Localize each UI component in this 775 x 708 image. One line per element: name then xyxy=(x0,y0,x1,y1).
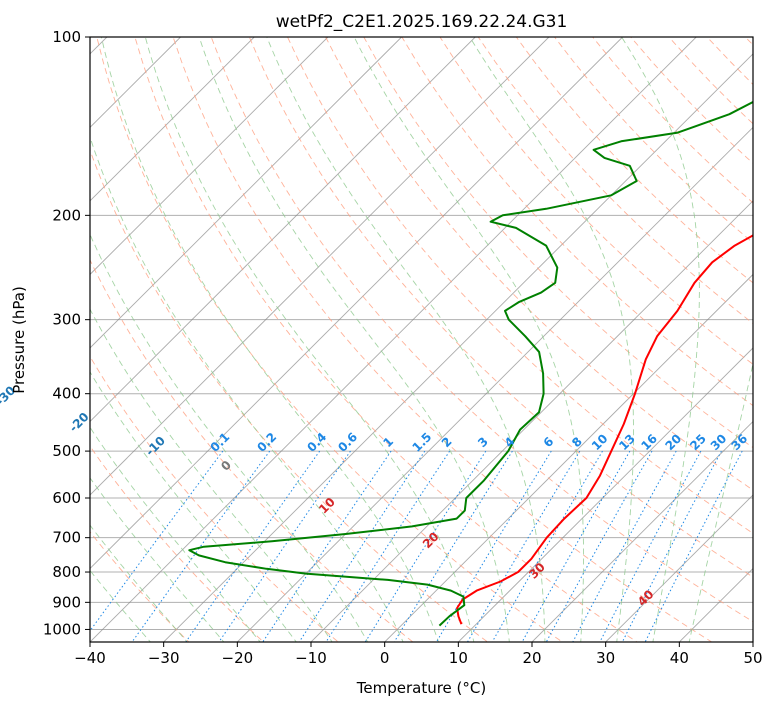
x-tick-label: −20 xyxy=(222,649,254,667)
isotherm-line xyxy=(384,273,753,642)
moist-adiabat-line xyxy=(353,37,584,642)
moist-adiabat-line xyxy=(266,37,546,642)
mixing-ratio-line xyxy=(491,450,603,642)
mixing-ratio-line xyxy=(185,450,321,642)
dry-adiabat-line xyxy=(287,37,753,534)
mixing-ratio-line xyxy=(393,450,513,642)
x-tick-label: 0 xyxy=(380,649,390,667)
dry-adiabat-line xyxy=(210,37,753,623)
mixing-ratio-line xyxy=(572,450,677,642)
moist-adiabat-line xyxy=(688,361,753,642)
mixing-ratio-line xyxy=(131,450,271,642)
dry-adiabat-line xyxy=(248,37,753,578)
moist-adiabat-line xyxy=(90,477,225,642)
isotherm-line xyxy=(90,37,623,570)
dry-adiabat-line xyxy=(172,37,713,642)
dewpoint-line xyxy=(188,100,753,627)
mixing-ratio-line xyxy=(364,450,487,642)
x-tick-label: 30 xyxy=(596,649,615,667)
y-axis-label: Pressure (hPa) xyxy=(10,286,28,394)
x-axis-label: Temperature (°C) xyxy=(356,679,486,697)
moist-adiabat-line xyxy=(469,37,634,642)
dry-adiabat-line xyxy=(90,445,265,642)
mixing-ratio-line xyxy=(298,450,426,642)
mixing-ratio-line xyxy=(466,450,581,642)
x-tick-label: 20 xyxy=(522,649,541,667)
mixing-ratio-line xyxy=(644,450,743,642)
mixing-ratio-line xyxy=(325,450,451,642)
isotherm-line xyxy=(90,37,476,423)
x-tick-label: −10 xyxy=(295,649,327,667)
y-tick-label: 200 xyxy=(52,206,81,224)
isotherm-line xyxy=(90,37,550,496)
dry-adiabat-line xyxy=(134,37,638,642)
moist-adiabat-line xyxy=(90,308,333,642)
isotherm-line xyxy=(458,347,753,642)
temperature-line xyxy=(456,234,753,625)
plot-frame xyxy=(89,36,754,643)
isotherm-line xyxy=(90,37,402,349)
moist-adiabat-line xyxy=(621,37,700,642)
y-tick-label: 800 xyxy=(52,563,81,581)
dry-adiabat-line xyxy=(90,258,414,642)
moist-adiabat-line xyxy=(90,426,261,642)
mixing-ratio-line xyxy=(262,450,392,642)
mixing-ratio-line xyxy=(621,450,722,642)
chart-title: wetPf2_C2E1.2025.169.22.24.G31 xyxy=(276,12,568,32)
x-tick-label: 50 xyxy=(743,649,762,667)
y-tick-label: 600 xyxy=(52,489,81,507)
x-axis-ticks: −40 −30 −20 −10 0 10 20 30 40 50 xyxy=(74,642,763,667)
y-tick-label: 1000 xyxy=(43,620,81,638)
isotherm-line xyxy=(90,37,697,642)
dry-adiabat-line xyxy=(96,37,564,642)
y-tick-label: 400 xyxy=(52,385,81,403)
dry-adiabat-line xyxy=(515,37,753,284)
dry-adiabat-line xyxy=(90,148,489,642)
x-tick-label: −30 xyxy=(148,649,180,667)
x-tick-label: 10 xyxy=(449,649,468,667)
isotherm-line xyxy=(90,37,329,276)
isotherm-line xyxy=(605,494,753,642)
isotherm-line xyxy=(531,420,753,642)
x-tick-label: −40 xyxy=(74,649,106,667)
y-axis-ticks: 100 200 300 400 500 600 700 800 900 1000 xyxy=(43,28,90,638)
isotherm-line xyxy=(237,126,753,642)
dry-adiabat-line xyxy=(439,37,753,365)
y-tick-label: 100 xyxy=(52,28,81,46)
y-tick-label: 500 xyxy=(52,442,81,460)
isotherm-line xyxy=(90,37,255,202)
x-tick-label: 40 xyxy=(670,649,689,667)
series-layer xyxy=(188,100,753,627)
mixing-ratio-line xyxy=(599,450,702,642)
moist-adiabat-line xyxy=(90,371,297,642)
dry-adiabat-line xyxy=(325,37,753,491)
moist-adiabat-line xyxy=(100,37,439,642)
dry-adiabat-line xyxy=(477,37,753,324)
y-tick-label: 300 xyxy=(52,311,81,329)
moist-adiabat-line xyxy=(90,233,369,642)
y-tick-label: 900 xyxy=(52,593,81,611)
moist-adiabat-line xyxy=(198,37,510,642)
y-tick-label: 700 xyxy=(52,529,81,547)
